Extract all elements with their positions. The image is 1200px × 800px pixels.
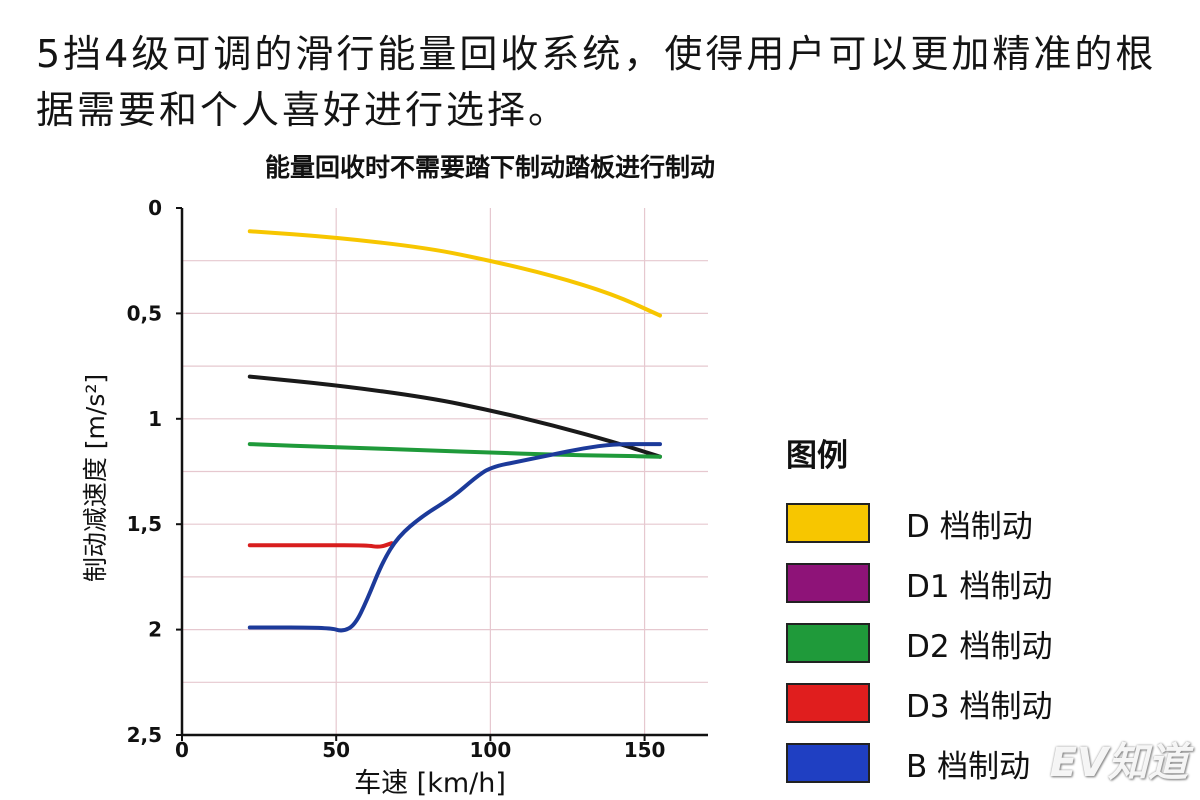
headline-text: 5挡4级可调的滑行能量回收系统，使得用户可以更加精准的根据需要和个人喜好进行选择… bbox=[36, 32, 1157, 132]
legend-title: 图例 bbox=[786, 438, 848, 474]
series-line-1 bbox=[247, 229, 662, 318]
watermark-logo: EV知道 bbox=[1049, 740, 1188, 786]
series-line-3 bbox=[247, 442, 662, 459]
legend-item: D2 档制动 bbox=[786, 613, 1106, 673]
x-tick-label: 50 bbox=[322, 738, 350, 762]
legend-swatch bbox=[786, 563, 870, 603]
x-axis-label: 车速 [km/h] bbox=[354, 768, 506, 799]
x-tick-label: 150 bbox=[624, 738, 666, 762]
legend-label: D3 档制动 bbox=[906, 688, 1053, 725]
legend-swatch bbox=[786, 623, 870, 663]
series-line-4 bbox=[247, 541, 394, 549]
y-axis-label: 制动减速度 [m/s²] bbox=[81, 374, 110, 582]
tick-labels: 0 0,5 1 1,5 2 2,5 0 50 100 150 bbox=[127, 196, 666, 762]
series-line-5 bbox=[247, 442, 662, 633]
y-tick-label: 2 bbox=[148, 618, 162, 642]
legend-label: D2 档制动 bbox=[906, 628, 1053, 665]
chart-axes bbox=[176, 207, 708, 741]
legend-label: D 档制动 bbox=[906, 508, 1033, 545]
x-tick-label: 0 bbox=[175, 738, 189, 762]
grid-lines bbox=[182, 208, 708, 736]
legend-swatch bbox=[786, 683, 870, 723]
y-tick-label: 0 bbox=[148, 196, 162, 220]
chart-legend: 图例 D 档制动 D1 档制动 D2 档制动 D3 档制动 B 档制动 bbox=[786, 430, 1106, 793]
legend-swatch bbox=[786, 503, 870, 543]
x-tick-label: 100 bbox=[470, 738, 512, 762]
y-tick-label: 1 bbox=[148, 407, 162, 431]
series-line-2 bbox=[247, 374, 662, 459]
chart-title: 能量回收时不需要踏下制动踏板进行制动 bbox=[264, 153, 715, 182]
y-tick-label: 0,5 bbox=[127, 301, 162, 325]
legend-item: D1 档制动 bbox=[786, 553, 1106, 613]
legend-item: B 档制动 bbox=[786, 733, 1106, 793]
y-tick-label: 2,5 bbox=[127, 723, 162, 747]
legend-item: D 档制动 bbox=[786, 493, 1106, 553]
legend-swatch bbox=[786, 743, 870, 783]
legend-label: D1 档制动 bbox=[906, 568, 1053, 605]
y-tick-label: 1,5 bbox=[127, 512, 162, 536]
legend-item: D3 档制动 bbox=[786, 673, 1106, 733]
legend-label: B 档制动 bbox=[906, 748, 1031, 785]
series-lines bbox=[247, 229, 662, 633]
